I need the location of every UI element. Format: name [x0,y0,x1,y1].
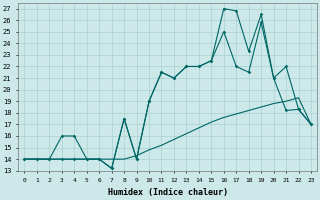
X-axis label: Humidex (Indice chaleur): Humidex (Indice chaleur) [108,188,228,197]
